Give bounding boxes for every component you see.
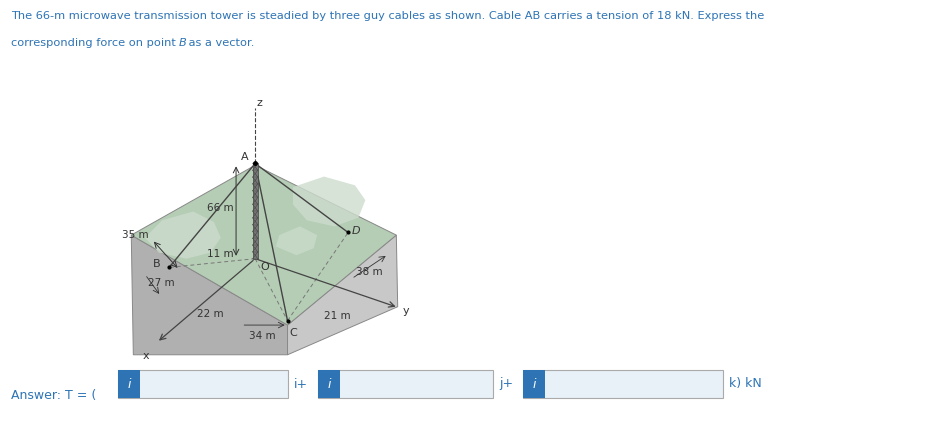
Text: i+: i+ — [294, 377, 308, 391]
Text: A: A — [242, 152, 249, 162]
Bar — [118, 370, 140, 398]
Text: 27 m: 27 m — [148, 278, 175, 288]
Text: C: C — [289, 328, 297, 338]
Text: B: B — [153, 259, 160, 269]
Text: as a vector.: as a vector. — [185, 38, 255, 48]
Polygon shape — [276, 226, 317, 255]
Bar — [118, 370, 288, 398]
Text: 38 m: 38 m — [357, 267, 383, 277]
Polygon shape — [145, 212, 220, 259]
Text: 35 m: 35 m — [122, 230, 148, 240]
Text: Answer: T = (: Answer: T = ( — [11, 389, 100, 402]
Text: i: i — [327, 377, 331, 391]
Text: 34 m: 34 m — [249, 331, 275, 341]
Polygon shape — [293, 176, 366, 226]
Text: corresponding force on point: corresponding force on point — [11, 38, 180, 48]
Text: k) kN: k) kN — [729, 377, 762, 391]
Bar — [318, 370, 340, 398]
Text: The 66-m microwave transmission tower is steadied by three guy cables as shown. : The 66-m microwave transmission tower is… — [11, 11, 764, 21]
Text: 11 m: 11 m — [207, 249, 234, 259]
Bar — [253, 164, 257, 259]
Text: y: y — [403, 306, 409, 316]
Polygon shape — [288, 235, 397, 355]
Text: B: B — [179, 38, 186, 48]
Text: 22 m: 22 m — [197, 309, 224, 319]
Text: 21 m: 21 m — [324, 311, 351, 321]
Text: i: i — [532, 377, 536, 391]
Bar — [523, 370, 723, 398]
Bar — [318, 370, 493, 398]
Text: i: i — [127, 377, 131, 391]
Text: z: z — [257, 98, 263, 109]
Text: j+: j+ — [499, 377, 513, 391]
Bar — [523, 370, 545, 398]
Polygon shape — [131, 235, 288, 355]
Polygon shape — [131, 165, 396, 325]
Text: D: D — [352, 226, 360, 236]
Text: x: x — [143, 351, 150, 361]
Text: O: O — [260, 262, 269, 272]
Text: 66 m: 66 m — [206, 203, 233, 212]
